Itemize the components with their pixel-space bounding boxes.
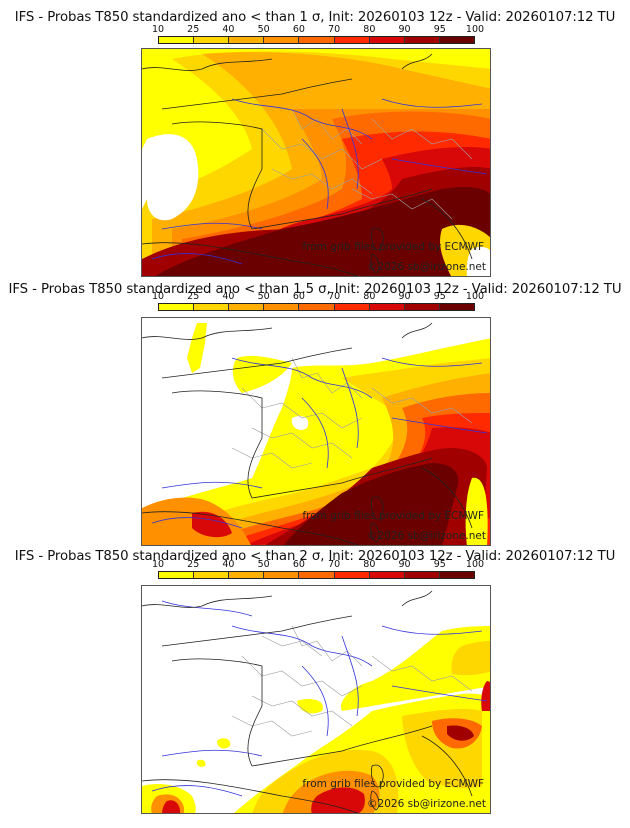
panel-3: IFS - Probas T850 standardized ano < tha… xyxy=(0,548,630,828)
map-3-copyright: ©2026 sb@irizone.net xyxy=(367,798,486,810)
map-2: from grib files provided by ECMWF ©2026 … xyxy=(141,317,491,546)
colorbar-segment xyxy=(404,37,440,43)
map-1-field xyxy=(142,49,490,276)
colorbar-segment xyxy=(299,572,335,578)
colorbar-segment xyxy=(159,37,195,43)
colorbar-segment xyxy=(194,304,230,310)
colorbar-tick-label: 70 xyxy=(328,24,341,35)
colorbar-1 xyxy=(158,36,475,44)
colorbar-segment xyxy=(334,37,370,43)
colorbar-tick-label: 60 xyxy=(292,291,305,302)
colorbar-segment xyxy=(404,304,440,310)
colorbar-1-labels: 10 25 40 50 60 70 80 90 95 100 xyxy=(152,24,484,35)
colorbar-tick-label: 90 xyxy=(398,291,411,302)
colorbar-tick-label: 100 xyxy=(465,291,485,302)
map-2-source-credit: from grib files provided by ECMWF xyxy=(302,510,484,522)
colorbar-segment xyxy=(264,37,300,43)
colorbar-segment xyxy=(369,304,405,310)
panel-2-title: IFS - Probas T850 standardized ano < tha… xyxy=(8,282,622,297)
colorbar-tick-label: 60 xyxy=(292,559,305,570)
map-1-source-credit: from grib files provided by ECMWF xyxy=(302,241,484,253)
colorbar-segment xyxy=(334,572,370,578)
colorbar-segment xyxy=(264,304,300,310)
colorbar-tick-label: 10 xyxy=(151,24,165,35)
panel-3-title: IFS - Probas T850 standardized ano < tha… xyxy=(14,549,616,564)
colorbar-segment xyxy=(229,572,265,578)
colorbar-segment xyxy=(299,304,335,310)
colorbar-tick-label: 100 xyxy=(465,24,485,35)
colorbar-2 xyxy=(158,303,475,311)
colorbar-tick-label: 10 xyxy=(151,291,165,302)
colorbar-segment xyxy=(334,304,370,310)
colorbar-tick-label: 60 xyxy=(292,24,305,35)
colorbar-tick-label: 95 xyxy=(433,24,446,35)
colorbar-tick-label: 95 xyxy=(433,559,446,570)
map-3: from grib files provided by ECMWF ©2026 … xyxy=(141,585,491,814)
colorbar-tick-label: 40 xyxy=(222,559,235,570)
colorbar-tick-label: 95 xyxy=(433,291,446,302)
colorbar-tick-label: 25 xyxy=(187,291,200,302)
colorbar-tick-label: 80 xyxy=(363,24,376,35)
colorbar-tick-label: 70 xyxy=(328,559,341,570)
map-3-field xyxy=(142,586,490,813)
colorbar-tick-label: 25 xyxy=(187,24,200,35)
colorbar-segment xyxy=(229,304,265,310)
colorbar-tick-label: 80 xyxy=(363,559,376,570)
colorbar-segment xyxy=(299,37,335,43)
map-3-source-credit: from grib files provided by ECMWF xyxy=(302,778,484,790)
map-1-copyright: ©2026 sb@irizone.net xyxy=(367,261,486,273)
colorbar-segment xyxy=(369,37,405,43)
colorbar-segment xyxy=(439,37,474,43)
colorbar-segment xyxy=(369,572,405,578)
map-2-field xyxy=(142,318,490,545)
colorbar-2-labels: 10 25 40 50 60 70 80 90 95 100 xyxy=(152,291,484,302)
panel-2: IFS - Probas T850 standardized ano < tha… xyxy=(0,280,630,548)
colorbar-segment xyxy=(194,37,230,43)
colorbar-segment xyxy=(229,37,265,43)
colorbar-segment xyxy=(159,572,195,578)
colorbar-segment xyxy=(404,572,440,578)
map-2-copyright: ©2026 sb@irizone.net xyxy=(367,530,486,542)
colorbar-tick-label: 50 xyxy=(257,291,270,302)
colorbar-tick-label: 90 xyxy=(398,559,411,570)
colorbar-tick-label: 90 xyxy=(398,24,411,35)
colorbar-segment xyxy=(439,304,474,310)
colorbar-segment xyxy=(194,572,230,578)
colorbar-tick-label: 70 xyxy=(328,291,341,302)
colorbar-tick-label: 40 xyxy=(222,24,235,35)
panel-1-title: IFS - Probas T850 standardized ano < tha… xyxy=(14,10,616,25)
colorbar-segment xyxy=(439,572,474,578)
colorbar-3 xyxy=(158,571,475,579)
colorbar-tick-label: 50 xyxy=(257,24,270,35)
colorbar-segment xyxy=(159,304,195,310)
colorbar-segment xyxy=(264,572,300,578)
colorbar-tick-label: 80 xyxy=(363,291,376,302)
map-1: from grib files provided by ECMWF ©2026 … xyxy=(141,48,491,277)
colorbar-tick-label: 50 xyxy=(257,559,270,570)
colorbar-tick-label: 40 xyxy=(222,291,235,302)
colorbar-tick-label: 25 xyxy=(187,559,200,570)
colorbar-3-labels: 10 25 40 50 60 70 80 90 95 100 xyxy=(152,559,484,570)
colorbar-tick-label: 10 xyxy=(151,559,165,570)
colorbar-tick-label: 100 xyxy=(465,559,485,570)
panel-1: IFS - Probas T850 standardized ano < tha… xyxy=(0,0,630,280)
